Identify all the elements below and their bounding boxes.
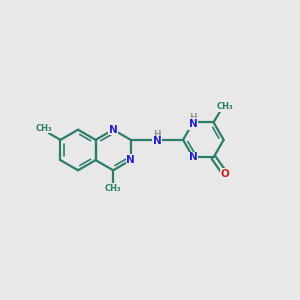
Text: H: H	[153, 130, 161, 140]
Text: N: N	[109, 125, 118, 135]
Text: H: H	[189, 113, 197, 122]
Text: O: O	[220, 169, 229, 179]
Text: N: N	[189, 152, 198, 162]
Text: N: N	[126, 155, 135, 165]
Text: N: N	[152, 136, 161, 146]
Text: CH₃: CH₃	[217, 102, 233, 111]
Text: CH₃: CH₃	[105, 184, 122, 193]
Text: CH₃: CH₃	[36, 124, 52, 133]
Text: N: N	[189, 119, 198, 129]
